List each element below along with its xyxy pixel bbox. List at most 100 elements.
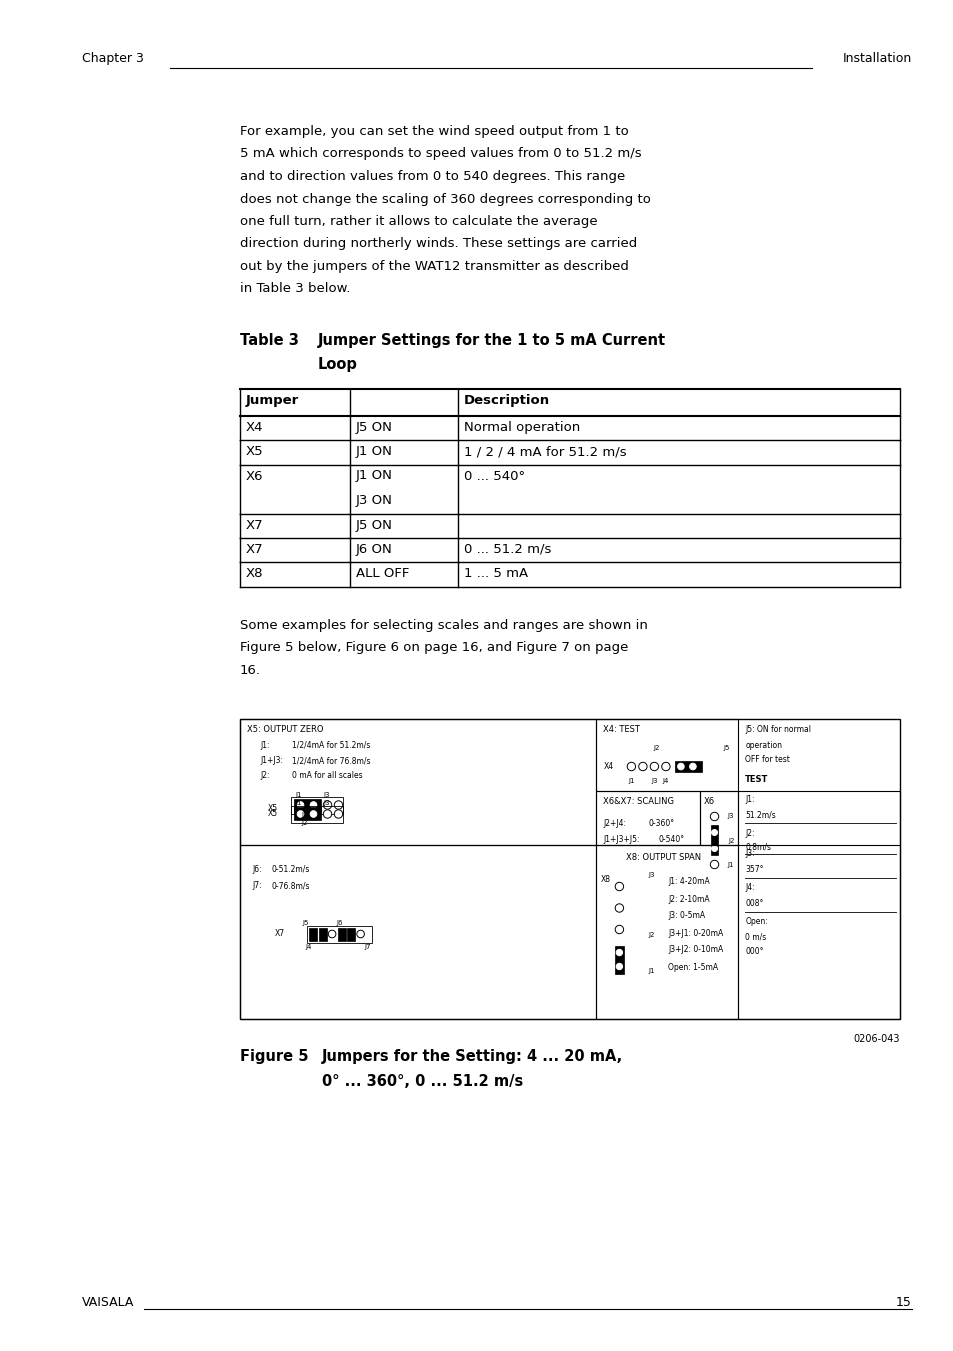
Text: J2: J2 xyxy=(653,746,659,751)
Bar xyxy=(347,928,355,940)
Circle shape xyxy=(626,762,635,770)
Text: operation: operation xyxy=(744,740,781,750)
Circle shape xyxy=(323,801,332,809)
Text: X5: OUTPUT ZERO: X5: OUTPUT ZERO xyxy=(247,725,323,735)
Text: J1:: J1: xyxy=(260,740,269,750)
Text: 0-540°: 0-540° xyxy=(658,835,684,843)
Text: 0.8m/s: 0.8m/s xyxy=(744,843,770,851)
Bar xyxy=(675,761,701,771)
Text: J2:: J2: xyxy=(744,828,754,838)
Text: 16.: 16. xyxy=(240,663,261,677)
Text: Description: Description xyxy=(463,394,550,407)
Text: J1: J1 xyxy=(647,969,654,974)
Text: 0-51.2m/s: 0-51.2m/s xyxy=(272,865,310,874)
Bar xyxy=(596,719,738,790)
Bar xyxy=(240,719,899,1019)
Text: 5 mA which corresponds to speed values from 0 to 51.2 m/s: 5 mA which corresponds to speed values f… xyxy=(240,147,641,161)
Text: TEST: TEST xyxy=(744,775,768,785)
Text: Figure 5 below, Figure 6 on page 16, and Figure 7 on page: Figure 5 below, Figure 6 on page 16, and… xyxy=(240,642,628,654)
Text: X4: X4 xyxy=(246,420,263,434)
Circle shape xyxy=(297,811,303,817)
Circle shape xyxy=(710,812,718,820)
Text: Loop: Loop xyxy=(317,357,357,372)
Text: 0-360°: 0-360° xyxy=(648,819,674,828)
Text: J4:: J4: xyxy=(744,884,754,893)
Circle shape xyxy=(650,762,658,770)
Text: 0 m/s: 0 m/s xyxy=(744,932,766,942)
Text: J1 ON: J1 ON xyxy=(355,444,393,458)
Text: and to direction values from 0 to 540 degrees. This range: and to direction values from 0 to 540 de… xyxy=(240,170,624,182)
Circle shape xyxy=(615,925,623,934)
Circle shape xyxy=(616,950,622,955)
Text: J2+J4:: J2+J4: xyxy=(602,819,626,828)
Text: J7:: J7: xyxy=(252,881,261,890)
Text: 0° ... 360°, 0 ... 51.2 m/s: 0° ... 360°, 0 ... 51.2 m/s xyxy=(322,1074,522,1089)
Text: J2: J2 xyxy=(727,838,734,843)
Bar xyxy=(596,844,738,1019)
Text: Some examples for selecting scales and ranges are shown in: Some examples for selecting scales and r… xyxy=(240,619,647,632)
Text: VAISALA: VAISALA xyxy=(82,1296,134,1309)
Text: J6 ON: J6 ON xyxy=(355,543,393,557)
Circle shape xyxy=(356,931,364,938)
Circle shape xyxy=(615,882,623,890)
Text: X4: TEST: X4: TEST xyxy=(602,725,639,735)
Bar xyxy=(291,797,343,813)
Text: Jumper: Jumper xyxy=(246,394,299,407)
Circle shape xyxy=(323,809,332,819)
Text: J2: J2 xyxy=(301,820,308,827)
Text: Open:: Open: xyxy=(744,917,767,927)
Text: Jumper Settings for the 1 to 5 mA Current: Jumper Settings for the 1 to 5 mA Curren… xyxy=(317,332,665,349)
Text: in Table 3 below.: in Table 3 below. xyxy=(240,282,350,296)
Text: J3: J3 xyxy=(727,813,734,820)
Bar xyxy=(294,808,320,820)
Text: J6:: J6: xyxy=(252,865,261,874)
Circle shape xyxy=(689,763,696,770)
Text: X6&X7: SCALING: X6&X7: SCALING xyxy=(602,797,674,807)
Circle shape xyxy=(310,811,316,817)
Text: J2: 2-10mA: J2: 2-10mA xyxy=(668,894,709,904)
Text: Chapter 3: Chapter 3 xyxy=(82,51,144,65)
Text: OFF for test: OFF for test xyxy=(744,755,789,765)
Text: X5: X5 xyxy=(268,804,277,813)
Text: J1 ON: J1 ON xyxy=(355,470,393,482)
Text: X5: X5 xyxy=(268,809,277,819)
Text: J2: J2 xyxy=(647,932,654,939)
Text: J4: J4 xyxy=(662,778,668,785)
Circle shape xyxy=(615,904,623,912)
Text: ALL OFF: ALL OFF xyxy=(355,567,409,581)
Text: 0 ... 51.2 m/s: 0 ... 51.2 m/s xyxy=(463,543,551,557)
Bar xyxy=(596,790,700,844)
Text: J1: 4-20mA: J1: 4-20mA xyxy=(668,878,709,886)
Text: J4: J4 xyxy=(306,943,312,950)
Text: Normal operation: Normal operation xyxy=(463,420,579,434)
Text: 357°: 357° xyxy=(744,865,763,874)
Text: J1:: J1: xyxy=(744,796,754,804)
Bar xyxy=(700,790,738,844)
Circle shape xyxy=(334,801,342,809)
Text: 1/2/4mA for 76.8m/s: 1/2/4mA for 76.8m/s xyxy=(292,757,370,765)
Text: J1: J1 xyxy=(295,801,302,807)
Text: J3+J1: 0-20mA: J3+J1: 0-20mA xyxy=(668,928,723,938)
Bar xyxy=(318,928,326,940)
Circle shape xyxy=(711,830,717,835)
Text: Table 3: Table 3 xyxy=(240,332,298,349)
Text: J3: J3 xyxy=(323,801,330,807)
Text: 000°: 000° xyxy=(744,947,763,957)
Text: J3:: J3: xyxy=(744,850,754,858)
Text: X8: X8 xyxy=(599,874,610,884)
Text: J1: J1 xyxy=(295,792,302,797)
Text: J5: J5 xyxy=(302,920,309,927)
Text: X7: X7 xyxy=(274,929,285,939)
Bar xyxy=(309,928,316,940)
Text: J3 ON: J3 ON xyxy=(355,494,393,507)
Text: J1+J3:: J1+J3: xyxy=(260,757,283,765)
Bar xyxy=(291,805,343,823)
Text: J2:: J2: xyxy=(260,771,269,781)
Text: 0 mA for all scales: 0 mA for all scales xyxy=(292,771,362,781)
Text: J7: J7 xyxy=(364,943,371,950)
Text: X8: X8 xyxy=(246,567,263,581)
Bar xyxy=(307,925,372,943)
Text: 008°: 008° xyxy=(744,898,762,908)
Text: J3+J2: 0-10mA: J3+J2: 0-10mA xyxy=(668,946,723,955)
Circle shape xyxy=(616,963,622,970)
